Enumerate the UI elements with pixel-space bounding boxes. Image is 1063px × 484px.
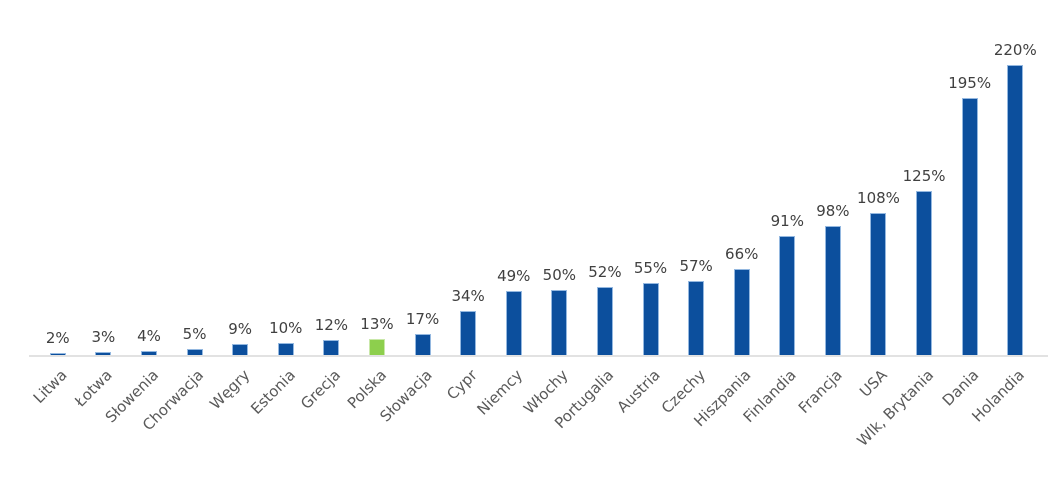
bar xyxy=(916,190,933,356)
bar-value-label: 57% xyxy=(679,256,713,275)
bar-value-label: 66% xyxy=(725,244,759,263)
bar-value-label: 108% xyxy=(857,189,900,208)
bar xyxy=(140,350,157,356)
bar-column: 5% Chorwacja xyxy=(139,0,218,434)
bar-column: 34% Cypr xyxy=(443,0,491,404)
bar-value-label: 220% xyxy=(993,41,1037,59)
bar xyxy=(232,344,249,356)
bar-column: 52% Portugalia xyxy=(552,0,628,432)
category-label: Dania xyxy=(938,366,983,410)
bar-value-label: 13% xyxy=(360,314,394,333)
bar-column: 10% Estonia xyxy=(247,0,309,418)
category-label: Cypr xyxy=(443,366,481,404)
category-label: Litwa xyxy=(29,366,71,407)
bar xyxy=(505,291,522,356)
bar-column: 98% Francja xyxy=(795,0,856,417)
category-label: Węgry xyxy=(205,366,253,414)
bar-column: 17% Słowacja xyxy=(376,0,446,426)
bar-columns: 2% Litwa 3% Łotwa 4% Słowenia 5% Chorwac… xyxy=(30,0,1038,450)
bar xyxy=(824,226,841,356)
bar xyxy=(368,338,385,356)
bar xyxy=(186,349,203,356)
bar-value-label: 125% xyxy=(902,166,946,185)
bar-column: 220% Holandia xyxy=(968,0,1038,426)
bar-column: 57% Czechy xyxy=(658,0,719,417)
bar-value-label: 4% xyxy=(137,326,161,345)
bar-column: 91% Finlandia xyxy=(740,0,811,426)
bar xyxy=(961,98,978,356)
bar-value-label: 5% xyxy=(182,325,207,344)
bar-column: 66% Hiszpania xyxy=(690,0,765,430)
bar xyxy=(460,311,477,356)
bar-column: 2% Litwa xyxy=(30,0,81,407)
bar xyxy=(779,235,796,356)
bar xyxy=(688,280,705,356)
bar xyxy=(596,287,613,356)
bar xyxy=(277,342,294,356)
bar-column: 9% Węgry xyxy=(206,0,263,413)
bar-column: 108% USA xyxy=(856,0,902,401)
bar xyxy=(870,213,887,356)
bar xyxy=(323,340,340,356)
bar-column: 12% Grecja xyxy=(297,0,355,413)
bar-value-label: 10% xyxy=(269,318,303,337)
bar-value-label: 195% xyxy=(948,74,992,93)
category-label: USA xyxy=(856,366,892,401)
bar-value-label: 98% xyxy=(816,202,850,221)
bar-column: 55% Austria xyxy=(613,0,674,416)
category-label: Niemcy xyxy=(473,366,527,419)
bar-value-label: 34% xyxy=(451,287,485,305)
x-axis-line xyxy=(29,355,1048,357)
category-label: Estonia xyxy=(246,366,299,418)
bar-value-label: 91% xyxy=(770,211,804,230)
category-label: Francja xyxy=(794,366,846,417)
bar-value-label: 50% xyxy=(542,265,576,284)
bar-value-label: 52% xyxy=(588,263,622,282)
category-label: Łotwa xyxy=(71,366,117,411)
bar-value-label: 49% xyxy=(497,267,531,286)
bar-column: 49% Niemcy xyxy=(474,0,537,418)
bar-column: 195% Dania xyxy=(939,0,993,409)
bar-column: 3% Łotwa xyxy=(72,0,127,411)
bar-column: 125% Wlk, Brytania xyxy=(853,0,947,450)
bar xyxy=(1007,65,1024,356)
bar xyxy=(551,289,568,356)
bar-column: 50% Włochy xyxy=(521,0,583,418)
bar-column: 4% Słowenia xyxy=(101,0,172,427)
bar xyxy=(95,352,112,356)
bar xyxy=(414,333,431,356)
bar-value-label: 9% xyxy=(228,320,253,339)
bar xyxy=(642,283,659,356)
bar xyxy=(733,268,750,356)
bar-value-label: 12% xyxy=(314,316,349,335)
bar-value-label: 2% xyxy=(45,329,70,348)
bar xyxy=(49,353,66,356)
bar-column: 13% Polska xyxy=(344,0,400,412)
bar-value-label: 55% xyxy=(633,259,668,278)
bar-value-label: 3% xyxy=(91,328,116,346)
plot-area: 2% Litwa 3% Łotwa 4% Słowenia 5% Chorwac… xyxy=(29,0,1048,450)
category-label: Austria xyxy=(613,366,664,417)
category-label: Grecja xyxy=(297,366,345,413)
bar-value-label: 17% xyxy=(405,309,440,328)
